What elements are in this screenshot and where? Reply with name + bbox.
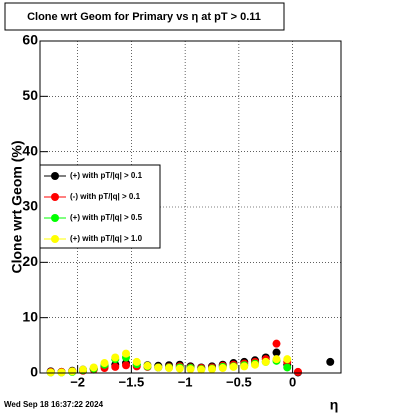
data-point xyxy=(122,349,130,358)
legend-label: (+) with pT/|q| > 0.5 xyxy=(70,213,143,222)
y-tick-label: 0 xyxy=(30,364,38,380)
data-point xyxy=(283,355,292,364)
title-box xyxy=(4,2,285,31)
data-point xyxy=(283,363,292,372)
legend-marker xyxy=(51,172,59,180)
data-point xyxy=(143,361,152,370)
data-point xyxy=(218,364,227,373)
chart-title: Clone wrt Geom for Primary vs η at pT > … xyxy=(27,11,261,23)
data-point xyxy=(100,359,109,368)
y-tick-label: 30 xyxy=(22,198,38,214)
data-point xyxy=(240,362,249,371)
data-point xyxy=(272,348,281,357)
x-tick-label: −2 xyxy=(70,374,85,389)
y-tick-label: 50 xyxy=(22,87,38,103)
data-point xyxy=(261,357,270,366)
y-tick-label: 20 xyxy=(22,253,38,269)
data-point xyxy=(186,365,195,374)
legend-label: (+) with pT/|q| > 0.1 xyxy=(70,171,143,180)
data-point xyxy=(111,362,120,371)
data-point xyxy=(57,368,66,377)
data-point xyxy=(79,365,87,374)
x-axis-label: η xyxy=(330,397,339,413)
data-point xyxy=(154,363,163,372)
legend-box xyxy=(39,164,161,249)
data-point xyxy=(326,357,335,366)
y-tick-label: 60 xyxy=(22,32,38,48)
timestamp: Wed Sep 18 16:37:22 2024 xyxy=(4,400,104,409)
y-tick-label: 40 xyxy=(22,142,38,158)
data-point xyxy=(46,368,55,377)
y-tick-label: 10 xyxy=(22,308,38,324)
data-point xyxy=(272,355,281,364)
x-tick-label: −0.5 xyxy=(226,374,252,389)
data-point xyxy=(111,353,120,362)
data-point xyxy=(165,364,173,373)
x-tick-label: 0 xyxy=(289,374,296,389)
legend-label: (+) with pT/|q| > 1.0 xyxy=(70,234,143,243)
data-point xyxy=(229,362,238,371)
data-point xyxy=(132,357,141,366)
y-axis-label: Clone wrt Geom (%) xyxy=(9,140,25,273)
legend-marker xyxy=(51,214,59,222)
x-tick-label: −1 xyxy=(178,374,193,389)
data-point xyxy=(208,365,216,374)
data-point xyxy=(272,339,281,348)
x-tick-label: −1.5 xyxy=(119,374,145,389)
data-point xyxy=(175,364,184,373)
data-point xyxy=(251,360,259,369)
legend-marker xyxy=(51,193,59,201)
legend-label: (-) with pT/|q| > 0.1 xyxy=(70,192,141,201)
legend-marker xyxy=(51,235,59,243)
data-point xyxy=(294,367,302,376)
data-point xyxy=(197,365,206,374)
data-point xyxy=(89,363,98,372)
data-point xyxy=(122,361,130,370)
